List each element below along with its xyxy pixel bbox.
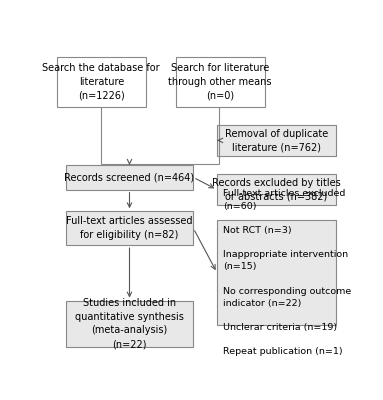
Text: Search the database for
literature
(n=1226): Search the database for literature (n=12… bbox=[43, 63, 160, 100]
Text: Full-text articles assessed
for eligibility (n=82): Full-text articles assessed for eligibil… bbox=[66, 216, 193, 240]
Text: Records screened (n=464): Records screened (n=464) bbox=[64, 172, 195, 182]
FancyBboxPatch shape bbox=[57, 57, 146, 106]
FancyBboxPatch shape bbox=[175, 57, 265, 106]
FancyBboxPatch shape bbox=[217, 220, 336, 325]
FancyBboxPatch shape bbox=[66, 300, 193, 347]
Text: Full-text articles excluded
(n=60)

Not RCT (n=3)

Inappropriate intervention
(n: Full-text articles excluded (n=60) Not R… bbox=[223, 189, 351, 356]
Text: Removal of duplicate
literature (n=762): Removal of duplicate literature (n=762) bbox=[225, 128, 328, 152]
Text: Records excluded by titles
or abstracts (n=382): Records excluded by titles or abstracts … bbox=[212, 178, 341, 202]
FancyBboxPatch shape bbox=[66, 211, 193, 245]
FancyBboxPatch shape bbox=[217, 125, 336, 156]
Text: Studies included in
quantitative synthesis
(meta-analysis)
(n=22): Studies included in quantitative synthes… bbox=[75, 298, 184, 349]
FancyBboxPatch shape bbox=[217, 174, 336, 205]
Text: Search for literature
through other means
(n=0): Search for literature through other mean… bbox=[168, 63, 272, 100]
FancyBboxPatch shape bbox=[66, 165, 193, 190]
